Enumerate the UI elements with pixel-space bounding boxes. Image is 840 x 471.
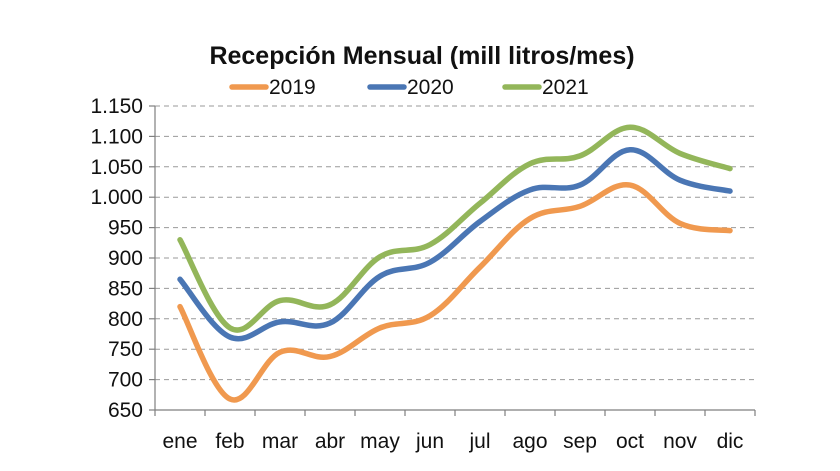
series-line-2020: [177, 147, 733, 342]
x-tick-label: feb: [215, 430, 244, 453]
series-lines: [177, 124, 733, 403]
y-tick-label: 1.050: [90, 156, 143, 179]
y-tick-label: 900: [108, 247, 143, 270]
y-tick-label: 650: [108, 399, 143, 422]
y-tick-label: 1.150: [90, 95, 143, 118]
y-tick-label: 700: [108, 369, 143, 392]
x-tick-label: mar: [262, 430, 298, 453]
x-tick-label: jun: [415, 430, 444, 453]
series-line-2021: [177, 124, 733, 333]
y-tick-label: 750: [108, 338, 143, 361]
y-tick-label: 1.100: [90, 125, 143, 148]
y-tick-label: 950: [108, 217, 143, 240]
x-tick-label: sep: [563, 430, 597, 453]
chart-title: Recepción Mensual (mill litros/mes): [209, 42, 634, 70]
legend-label: 2020: [407, 76, 454, 99]
x-tick-label: dic: [717, 430, 744, 453]
axes: [149, 105, 756, 416]
x-tick-label: abr: [315, 430, 345, 453]
x-tick-label: oct: [616, 430, 644, 453]
x-tick-label: ene: [162, 430, 197, 453]
legend-label: 2021: [542, 76, 589, 99]
x-tick-label: may: [360, 430, 400, 453]
y-tick-label: 1.000: [90, 186, 143, 209]
legend-label: 2019: [269, 76, 316, 99]
y-tick-label: 850: [108, 277, 143, 300]
legend: 2019 2020 2021: [229, 76, 589, 99]
x-axis-ticks: ene feb mar abr may jun jul ago sep oct nov dic: [162, 430, 743, 453]
series-line-2019: [177, 182, 733, 403]
x-tick-label: ago: [512, 430, 547, 453]
y-axis-ticks: 650 700 750 800 850 900 950 1.000 1.050 1.100 1.15…: [90, 95, 143, 422]
x-tick-label: nov: [663, 430, 697, 453]
x-tick-label: jul: [468, 430, 490, 453]
y-tick-label: 800: [108, 308, 143, 331]
